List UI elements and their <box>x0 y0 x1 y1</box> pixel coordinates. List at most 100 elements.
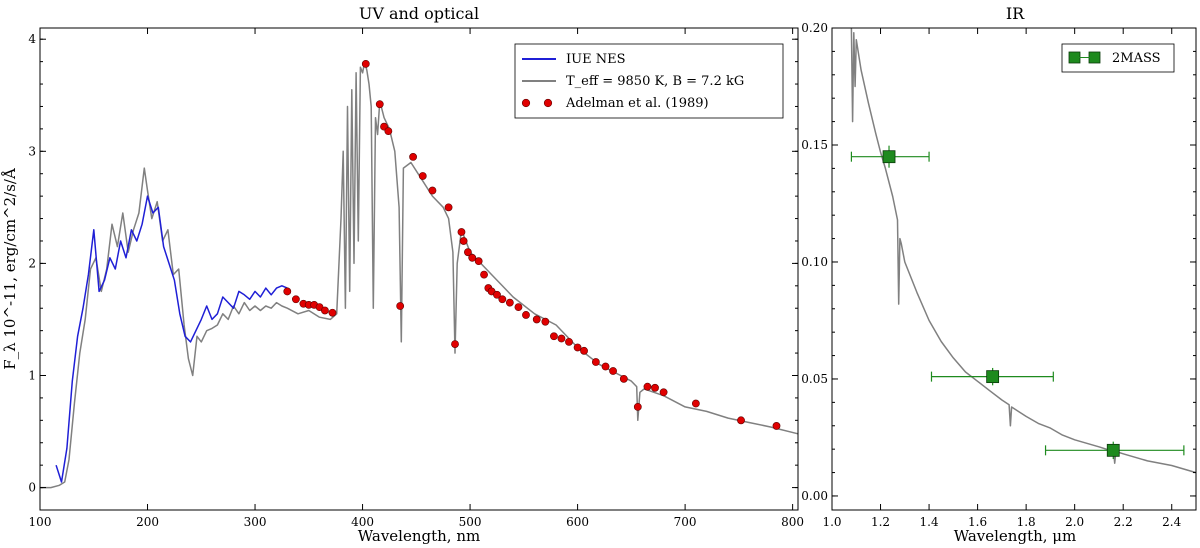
adelman-point <box>691 399 700 408</box>
x-tick-label: 800 <box>781 515 804 529</box>
x-tick-label: 1.0 <box>822 515 841 529</box>
y-tick-label: 0 <box>28 481 36 495</box>
y-tick-label: 0.10 <box>801 255 828 269</box>
y-tick-label: 2 <box>28 256 36 270</box>
uv-optical-ylabel: F_λ 10^-11, erg/cm^2/s/Å <box>1 168 19 370</box>
iue-nes-line <box>55 195 288 483</box>
adelman-point <box>361 59 370 68</box>
ir-legend: 2MASS <box>1061 43 1175 73</box>
x-tick-label: 500 <box>459 515 482 529</box>
adelman-point <box>498 295 507 304</box>
y-tick-label: 3 <box>28 144 36 158</box>
adelman-point <box>557 334 566 343</box>
uv-optical-legend: IUE NES T_eff = 9850 K, B = 7.2 kG Adelm… <box>514 43 784 119</box>
adelman-point <box>409 153 417 161</box>
uv-optical-y-ticks: 0 1 2 3 4 <box>28 32 798 495</box>
adelman-point <box>474 257 483 266</box>
x-tick-label: 100 <box>29 515 52 529</box>
adelman-point <box>493 290 501 299</box>
model-spectrum-line <box>850 27 1197 474</box>
twomass-point <box>882 150 896 164</box>
adelman-point <box>468 253 477 262</box>
adelman-point <box>480 270 488 279</box>
legend-model-label: T_eff = 9850 K, B = 7.2 kG <box>566 74 744 89</box>
x-tick-label: 600 <box>566 515 589 529</box>
adelman-point <box>633 402 642 411</box>
legend-box <box>514 43 784 119</box>
adelman-point <box>643 382 652 391</box>
uv-optical-axes-frame <box>39 27 799 511</box>
uv-optical-xlabel: Wavelength, nm <box>358 527 480 545</box>
adelman-point <box>291 295 300 304</box>
x-tick-label: 2.4 <box>1162 515 1181 529</box>
adelman-point <box>772 422 781 430</box>
adelman-point <box>565 337 573 346</box>
adelman-point <box>384 127 393 136</box>
adelman-point <box>375 100 384 109</box>
adelman-point <box>541 317 550 326</box>
x-tick-label: 300 <box>244 515 267 529</box>
y-tick-label: 0.00 <box>801 489 828 503</box>
legend-adelman-label: Adelman et al. (1989) <box>565 96 709 111</box>
legend-adelman-marker-1 <box>521 98 531 108</box>
adelman-point <box>737 416 745 425</box>
adelman-point <box>532 315 541 324</box>
twomass-point <box>1106 443 1120 457</box>
adelman-points <box>283 59 781 430</box>
uv-optical-title: UV and optical <box>359 4 479 23</box>
adelman-point <box>514 303 523 312</box>
legend-iue-label: IUE NES <box>566 52 625 67</box>
adelman-point <box>573 343 582 352</box>
ir-y-ticks: 0.00 0.05 0.10 0.15 0.20 <box>801 21 1196 503</box>
x-tick-label: 2.0 <box>1065 515 1084 529</box>
y-tick-label: 0.20 <box>801 21 828 35</box>
adelman-point <box>601 362 610 371</box>
ir-title: IR <box>1006 4 1025 23</box>
adelman-point <box>457 228 466 236</box>
y-tick-label: 4 <box>28 32 36 46</box>
uv-optical-panel: UV and optical 100 200 300 400 500 600 700 800 … <box>1 4 804 545</box>
y-tick-label: 1 <box>28 368 36 382</box>
adelman-point <box>580 346 588 355</box>
ir-x-ticks: 1.0 1.2 1.4 1.6 1.8 2.0 2.2 2.4 <box>822 28 1182 529</box>
adelman-point <box>396 302 405 310</box>
legend-2mass-label: 2MASS <box>1112 51 1161 66</box>
x-tick-label: 1.2 <box>871 515 890 529</box>
adelman-point <box>659 388 668 397</box>
adelman-point <box>619 374 628 383</box>
adelman-point <box>428 186 437 195</box>
twomass-point <box>986 370 1000 384</box>
ir-curves <box>850 27 1197 474</box>
uv-optical-curves <box>40 60 799 489</box>
x-tick-label: 700 <box>674 515 697 529</box>
adelman-point <box>459 237 468 245</box>
adelman-point <box>505 298 514 307</box>
y-tick-label: 0.05 <box>801 372 828 386</box>
legend-adelman-marker-2 <box>543 98 553 108</box>
ir-panel: IR 1.0 1.2 1.4 1.6 1.8 2.0 2.2 2.4 0.00 0.05 0.10… <box>801 4 1197 545</box>
adelman-point <box>591 358 600 366</box>
model-spectrum-line <box>40 60 799 489</box>
adelman-point <box>550 332 558 341</box>
adelman-point <box>609 367 617 375</box>
adelman-point <box>522 311 530 319</box>
x-tick-label: 1.8 <box>1017 515 1036 529</box>
adelman-point <box>283 287 292 296</box>
adelman-point <box>321 306 329 315</box>
adelman-point <box>328 308 337 317</box>
y-tick-label: 0.15 <box>801 138 828 152</box>
x-tick-label: 2.2 <box>1114 515 1133 529</box>
x-tick-label: 200 <box>136 515 159 529</box>
twomass-points <box>850 145 1185 460</box>
uv-optical-x-ticks: 100 200 300 400 500 600 700 800 <box>29 28 804 529</box>
x-tick-label: 1.6 <box>968 515 987 529</box>
adelman-point <box>651 383 659 392</box>
ir-xlabel: Wavelength, μm <box>954 527 1077 545</box>
ir-axes-frame <box>831 27 1197 511</box>
x-tick-label: 400 <box>351 515 374 529</box>
adelman-point <box>444 203 453 212</box>
x-tick-label: 1.4 <box>920 515 939 529</box>
adelman-point <box>418 172 427 180</box>
adelman-point <box>451 340 459 349</box>
